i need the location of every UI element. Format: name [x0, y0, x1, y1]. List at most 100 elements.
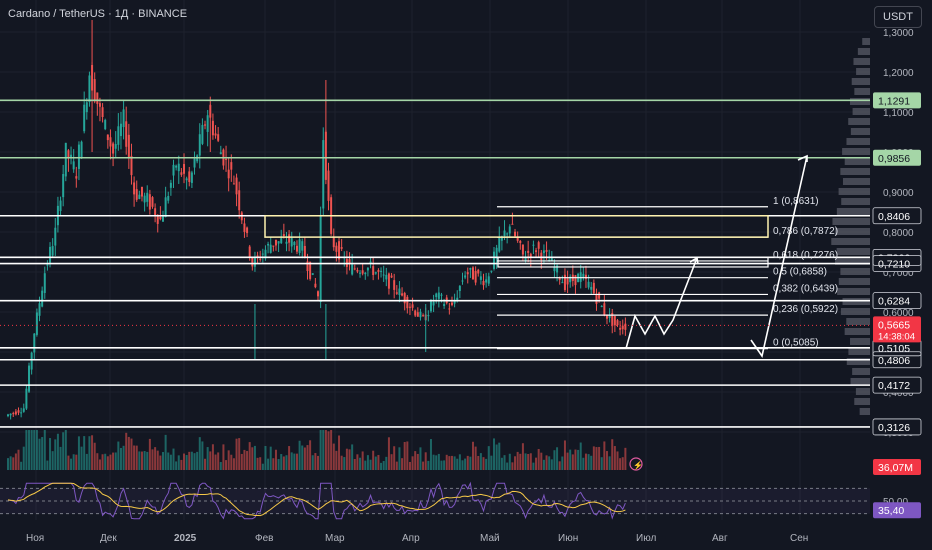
level-price-tag: 0,7210 — [878, 259, 910, 271]
candle-body — [332, 237, 335, 248]
candle-body — [282, 234, 285, 237]
volume-bar — [28, 430, 31, 470]
volume-profile-bar — [846, 138, 870, 145]
volume-bar — [196, 451, 199, 470]
volume-bar — [561, 456, 564, 470]
candle-body — [608, 314, 611, 318]
level-price-tag-bg[interactable] — [873, 149, 921, 166]
volume-bar — [380, 462, 383, 470]
candle-body — [456, 297, 459, 300]
level-price-tag-bg[interactable] — [873, 418, 921, 435]
volume-bar — [603, 441, 606, 470]
candle-body — [359, 272, 362, 274]
candle-body — [122, 109, 125, 128]
volume-bar — [206, 447, 209, 470]
candle-body — [88, 75, 91, 103]
volume-profile-bar — [840, 268, 870, 275]
currency-button[interactable]: USDT — [874, 6, 922, 28]
last-price-tag[interactable] — [873, 316, 921, 343]
volume-profile-bar — [848, 348, 870, 355]
rsi-value-tag[interactable] — [873, 502, 921, 519]
candle-body — [246, 227, 249, 234]
volume-bar — [175, 461, 178, 470]
volume-profile-bar — [857, 48, 870, 55]
volume-bar — [46, 460, 49, 470]
volume-profile-bar — [852, 368, 870, 375]
level-price-tag: 0,8406 — [878, 211, 910, 223]
volume-bar — [169, 454, 172, 470]
candle-body — [556, 265, 559, 273]
volume-bar — [332, 443, 335, 470]
forecast-path[interactable] — [625, 257, 698, 349]
volume-bar — [414, 451, 417, 470]
candle-body — [542, 250, 545, 254]
level-price-tag-bg[interactable] — [873, 292, 921, 309]
volume-profile-bar — [846, 358, 870, 365]
candle-body — [188, 171, 191, 182]
volume-bar — [624, 447, 627, 470]
candle-body — [466, 272, 469, 275]
candle-body — [125, 121, 128, 147]
candle-body — [600, 305, 603, 307]
candle-body — [519, 240, 522, 243]
candle-body — [217, 134, 220, 141]
volume-profile-bar — [842, 298, 870, 305]
volume-bar — [248, 442, 251, 470]
candle-body — [377, 270, 380, 272]
forecast-path-2[interactable] — [750, 155, 808, 358]
candle-body — [584, 274, 587, 279]
forecast-arrowhead — [689, 256, 699, 265]
resistance-zone[interactable] — [264, 215, 769, 238]
volume-profile-bar — [846, 318, 870, 325]
candle-body — [306, 261, 309, 272]
candle-body — [259, 258, 262, 260]
volume-bar — [109, 454, 112, 470]
candle-body — [561, 282, 564, 284]
candle-body — [98, 103, 101, 107]
candle-body — [398, 288, 401, 295]
volume-tag[interactable] — [873, 459, 921, 475]
candle-body — [70, 154, 73, 158]
candle-body — [167, 195, 170, 201]
candle-body — [72, 161, 75, 170]
fib-level-label: 0,5 (0,6858) — [773, 267, 827, 278]
volume-bar — [495, 444, 498, 470]
volume-profile-bar — [862, 38, 870, 45]
volume-bar — [382, 461, 385, 470]
alert-icon[interactable] — [629, 457, 643, 471]
level-price-tag: 0,9856 — [878, 153, 910, 165]
candle-body — [387, 273, 390, 289]
level-price-tag-bg[interactable] — [873, 92, 921, 109]
fib-level-label: 1 (0,8631) — [773, 196, 819, 207]
candle-body — [427, 315, 430, 317]
volume-bar — [579, 442, 582, 470]
candle-body — [43, 273, 46, 293]
x-tick-label: Июл — [636, 533, 656, 544]
candle-body — [500, 236, 503, 241]
volume-bar — [98, 459, 101, 470]
level-price-tag-bg[interactable] — [873, 255, 921, 272]
fib-zone[interactable] — [497, 256, 769, 268]
candle-body — [140, 187, 143, 197]
volume-bar — [148, 438, 151, 470]
candle-body — [524, 257, 527, 262]
candle-body — [521, 244, 524, 255]
volume-bar — [395, 461, 398, 470]
candle-body — [611, 312, 614, 327]
level-price-tag-bg[interactable] — [873, 207, 921, 224]
candle-body — [117, 126, 120, 145]
candle-body — [482, 281, 485, 286]
volume-bar — [335, 450, 338, 470]
level-price-tag-bg[interactable] — [873, 377, 921, 394]
candle-body — [54, 227, 57, 246]
candle-body — [264, 249, 267, 259]
level-tag-outline — [872, 351, 922, 369]
volume-bar — [33, 430, 36, 470]
candle-body — [490, 270, 493, 272]
volume-bar — [80, 446, 83, 470]
candle-body — [151, 197, 154, 207]
fib-level-label: 0,618 (0,7276) — [773, 250, 838, 261]
volume-profile-bar — [848, 118, 870, 125]
volume-bar — [411, 456, 414, 470]
